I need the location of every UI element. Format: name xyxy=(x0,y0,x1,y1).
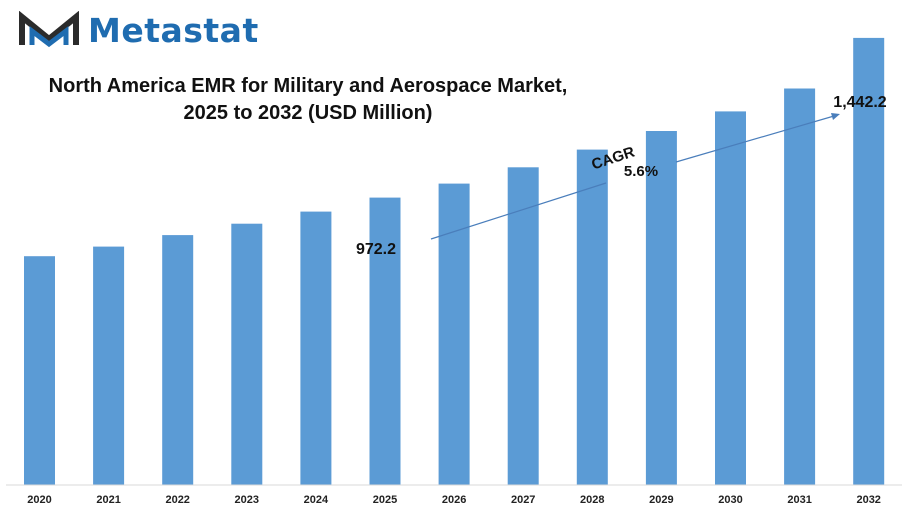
cagr-trend-line xyxy=(430,182,607,240)
x-tick-label-2026: 2026 xyxy=(442,494,466,506)
trend-arrowhead xyxy=(831,113,840,120)
x-tick-label-2024: 2024 xyxy=(304,494,329,506)
bar-2028 xyxy=(576,149,608,485)
x-tick-label-2030: 2030 xyxy=(718,494,742,506)
chart-title: North America EMR for Military and Aeros… xyxy=(30,73,586,127)
x-tick-label-2022: 2022 xyxy=(165,494,189,506)
start-value-label: 972.2 xyxy=(356,241,396,258)
bar-2032 xyxy=(853,37,885,486)
x-tick-label-2032: 2032 xyxy=(856,494,880,506)
x-tick-label-2025: 2025 xyxy=(373,494,397,506)
bar-2027 xyxy=(507,167,539,486)
x-tick-label-2029: 2029 xyxy=(649,494,673,506)
chart-title-line-1: North America EMR for Military and Aeros… xyxy=(48,75,568,97)
bar-2023 xyxy=(231,223,263,485)
x-tick-label-2020: 2020 xyxy=(27,494,51,506)
brand-logo: Metastat xyxy=(18,10,259,50)
x-tick-label-2023: 2023 xyxy=(235,494,259,506)
bar-2021 xyxy=(93,246,125,485)
metastat-m-logo-icon xyxy=(19,11,79,48)
brand-name: Metastat xyxy=(88,10,259,50)
x-tick-label-2027: 2027 xyxy=(511,494,535,506)
x-tick-label-2031: 2031 xyxy=(787,494,811,506)
x-axis-ticks: 2020 2021 2022 2023 2024 2025 2026 2027 2028 2029… xyxy=(27,494,881,506)
bar-2024 xyxy=(300,211,332,485)
bars-group xyxy=(24,37,885,486)
cagr-trend-line-2 xyxy=(675,115,835,163)
cagr-value: 5.6% xyxy=(624,163,658,180)
bar-2022 xyxy=(162,235,194,485)
x-tick-label-2021: 2021 xyxy=(96,494,120,506)
end-value-label: 1,442.2 xyxy=(833,94,886,111)
x-tick-label-2028: 2028 xyxy=(580,494,604,506)
bar-2031 xyxy=(784,88,816,485)
chart-title-line-2: 2025 to 2032 (USD Million) xyxy=(183,102,433,124)
bar-2030 xyxy=(715,111,746,486)
bar-2029 xyxy=(645,131,677,485)
bar-2026 xyxy=(438,183,470,485)
bar-2020 xyxy=(24,256,55,485)
bar-2025 xyxy=(369,197,401,485)
